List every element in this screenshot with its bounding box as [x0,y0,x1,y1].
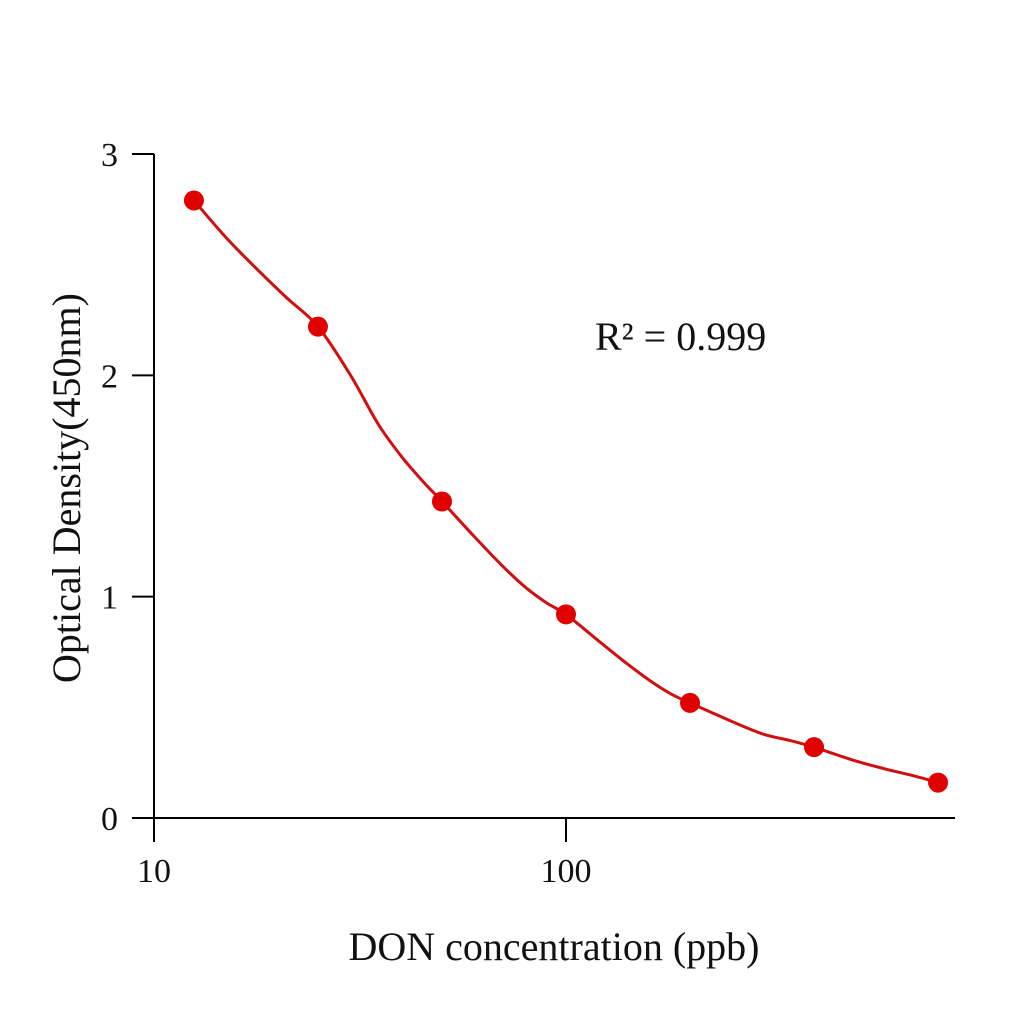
data-point [928,772,949,793]
y-tick-label: 3 [101,137,118,174]
y-ticks: 0 1 2 3 [101,137,154,838]
x-tick-label: 100 [541,853,592,890]
data-point [804,737,825,758]
data-point [183,190,204,211]
axes [153,154,955,819]
y-tick-label: 1 [101,580,118,617]
y-tick-label: 2 [101,358,118,395]
y-axis-title: Optical Density(450nm) [44,293,89,683]
fit-curve [192,199,939,785]
data-point [307,316,328,337]
data-points [183,190,949,793]
data-point [431,491,452,512]
x-ticks: 10 100 [137,818,592,890]
data-point [556,604,576,625]
fit-curve-group [192,199,939,785]
x-tick-label: 10 [137,853,171,890]
data-point [680,692,701,713]
x-axis-title: DON concentration (ppb) [349,924,760,969]
r-squared-annotation: R² = 0.999 [595,314,766,359]
y-tick-label: 0 [101,801,118,838]
